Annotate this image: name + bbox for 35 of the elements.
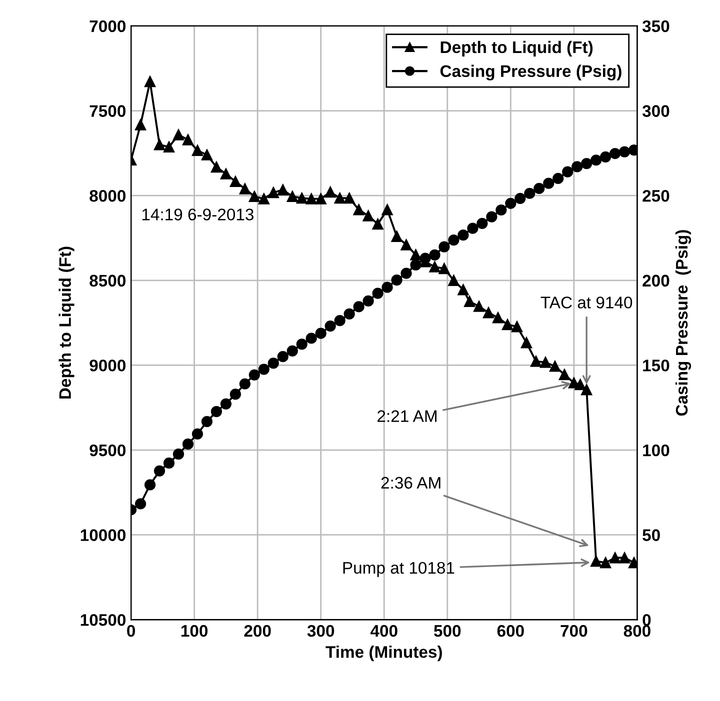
y2-tick-label: 250 <box>642 190 670 202</box>
y2-tick-label: 300 <box>642 105 670 117</box>
y-tick-label: 7500 <box>90 105 126 117</box>
y2-tick-label: 150 <box>643 360 670 372</box>
x-tick-label: 0 <box>127 624 135 637</box>
y-tick-label: 9500 <box>90 444 126 456</box>
legend-label: Depth to Liquid (Ft) <box>440 40 593 56</box>
x-tick-label: 100 <box>181 624 208 637</box>
annotation: 2:21 AM <box>378 410 436 422</box>
x-axis-title: Time (Minutes) <box>326 646 442 662</box>
y2-axis-title: Casing Pressure (Psig) <box>675 230 692 416</box>
y-tick-label: 8500 <box>90 274 126 287</box>
annotation: TAC at 9140 <box>540 296 632 308</box>
y2-tick-label: 100 <box>643 444 670 456</box>
y-tick-label: 10500 <box>80 614 126 626</box>
x-tick-label: 700 <box>560 624 588 637</box>
annotation: 2:36 AM <box>381 476 440 489</box>
y-tick-label: 9000 <box>90 360 126 372</box>
y-tick-label: 8000 <box>90 190 126 202</box>
y2-tick-label: 50 <box>642 529 660 542</box>
y2-tick-label: 0 <box>642 614 651 626</box>
y2-tick-label: 200 <box>642 274 670 287</box>
y-axis-title: Depth to Liquid (Ft) <box>58 246 74 399</box>
annotation: Pump at 10181 <box>343 562 454 578</box>
legend-label: Casing Pressure (Psig) <box>440 64 622 80</box>
annotation: 14:19 6-9-2013 <box>142 208 254 220</box>
y-tick-label: 7000 <box>90 20 126 32</box>
x-tick-label: 200 <box>244 624 271 637</box>
x-tick-label: 600 <box>497 624 524 637</box>
x-tick-label: 500 <box>434 624 461 637</box>
y2-tick-label: 350 <box>642 20 670 32</box>
x-tick-label: 300 <box>307 624 334 637</box>
x-tick-label: 400 <box>370 624 398 637</box>
y-tick-label: 10000 <box>80 529 126 542</box>
x-tick-label: 800 <box>624 624 650 637</box>
